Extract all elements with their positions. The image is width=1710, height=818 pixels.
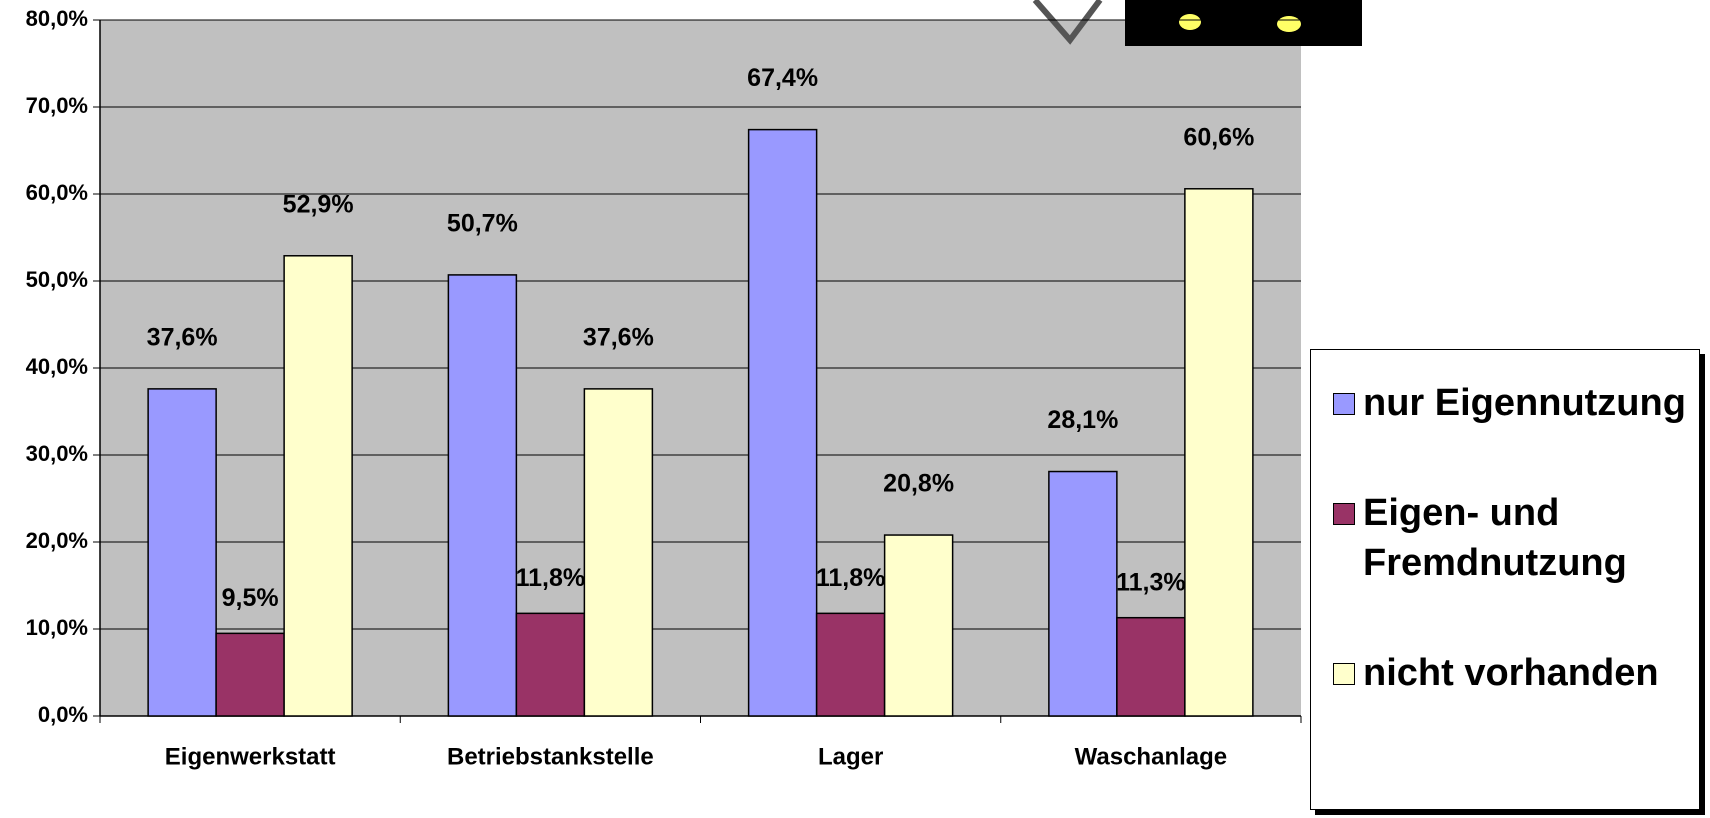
y-tick-label: 60,0% [26, 180, 88, 205]
value-label: 67,4% [747, 64, 818, 92]
y-tick-label: 80,0% [26, 6, 88, 31]
legend-swatch [1333, 503, 1355, 525]
value-label: 52,9% [283, 190, 354, 218]
x-tick-label: Eigenwerkstatt [165, 743, 336, 770]
x-tick-label: Lager [818, 743, 883, 770]
legend-swatch [1333, 663, 1355, 685]
bar [215, 632, 285, 717]
bar [1184, 188, 1254, 717]
x-tick-label: Betriebstankstelle [447, 743, 654, 770]
legend-item: Eigen- und Fremdnutzung [1333, 488, 1689, 588]
bar [583, 388, 654, 717]
legend-label: Eigen- und Fremdnutzung [1363, 492, 1627, 584]
value-label: 11,8% [516, 564, 586, 592]
bar [1048, 470, 1118, 717]
y-tick-label: 10,0% [26, 615, 88, 640]
decoration [1032, 0, 1362, 46]
legend-label: nur Eigennutzung [1363, 382, 1686, 424]
legend-item: nicht vorhanden [1333, 648, 1689, 698]
bar [815, 612, 886, 717]
y-tick-label: 30,0% [26, 441, 88, 466]
bar [883, 534, 954, 717]
y-tick-label: 20,0% [26, 528, 88, 553]
value-label: 20,8% [883, 470, 954, 498]
value-label: 60,6% [1183, 123, 1254, 151]
y-tick-label: 50,0% [26, 267, 88, 292]
bar [1116, 616, 1186, 717]
value-label: 28,1% [1047, 406, 1118, 434]
value-label: 37,6% [583, 323, 654, 351]
bar [747, 128, 818, 717]
bar [147, 388, 217, 717]
legend-item: nur Eigennutzung [1333, 378, 1689, 428]
x-tick-label: Waschanlage [1075, 743, 1228, 770]
y-tick-label: 40,0% [26, 354, 88, 379]
value-label: 11,3% [1116, 568, 1186, 596]
bar [283, 255, 353, 717]
value-label: 9,5% [222, 584, 279, 612]
y-tick-label: 0,0% [38, 702, 88, 727]
y-tick-label: 70,0% [26, 93, 88, 118]
legend-swatch [1333, 393, 1355, 415]
bar [515, 612, 586, 717]
bar [447, 274, 518, 717]
value-label: 11,8% [816, 564, 886, 592]
value-label: 50,7% [447, 210, 518, 238]
legend: nur Eigennutzung Eigen- und Fremdnutzung n… [1310, 349, 1700, 810]
legend-label: nicht vorhanden [1363, 652, 1659, 694]
value-label: 37,6% [147, 323, 218, 351]
